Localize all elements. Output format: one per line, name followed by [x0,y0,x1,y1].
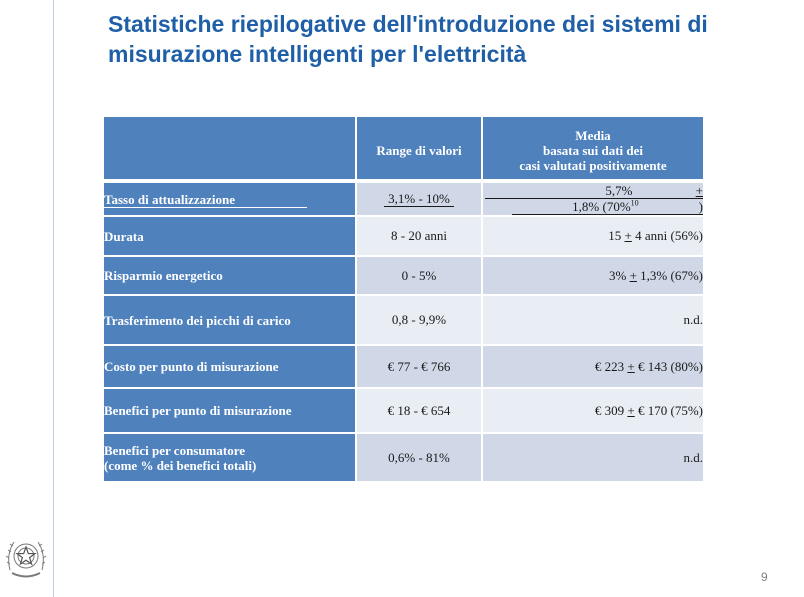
row-range: 0 - 5% [357,257,483,296]
table-row: Tasso di attualizzazione 3,1% - 10% 5,7%… [104,183,703,217]
header-range: Range di valori [357,117,483,179]
slide-title-line-2: misurazione intelligenti per l'elettrici… [108,41,527,67]
row-label: Tasso di attualizzazione [104,183,357,217]
row-label: Benefici per punto di misurazione [104,389,357,434]
row-label: Trasferimento dei picchi di carico [104,296,357,346]
table-row: Trasferimento dei picchi di carico 0,8 -… [104,296,703,346]
row-range: € 18 - € 654 [357,389,483,434]
header-mean-line-2: basata sui dati dei [542,142,644,158]
row-mean: 15 + 4 anni (56%) [483,217,703,257]
italian-republic-emblem-icon [4,530,48,586]
row-mean: € 309 + € 170 (75%) [483,389,703,434]
table-row: Benefici per punto di misurazione € 18 -… [104,389,703,434]
header-mean: Media basata sui dati dei casi valutati … [483,117,703,179]
slide-title: Statistiche riepilogative dell'introduzi… [108,9,788,69]
row-mean: n.d. [483,296,703,346]
row-range: 3,1% - 10% [357,183,483,217]
footnote-ref: 10 [630,198,639,208]
row-range: 8 - 20 anni [357,217,483,257]
header-separator [104,179,703,183]
header-empty-cell [104,117,357,179]
header-mean-line-1: Media [575,127,611,143]
row-mean: n.d. [483,434,703,483]
row-label: Costo per punto di misurazione [104,346,357,389]
table-row: Benefici per consumatore (come % dei ben… [104,434,703,483]
header-mean-line-3: casi valutati positivamente [519,157,667,173]
row-mean: 3% + 1,3% (67%) [483,257,703,296]
page-number: 9 [761,570,768,584]
table-row: Risparmio energetico 0 - 5% 3% + 1,3% (6… [104,257,703,296]
header-range-label: Range di valori [376,142,462,158]
slide-title-line-1: Statistiche riepilogative dell'introduzi… [108,11,708,37]
table-row: Durata 8 - 20 anni 15 + 4 anni (56%) [104,217,703,257]
row-mean: 5,7% + 1,8% (70%10) [483,183,703,217]
table-row: Costo per punto di misurazione € 77 - € … [104,346,703,389]
slide-margin-rule [53,0,54,597]
row-label: Risparmio energetico [104,257,357,296]
row-range: € 77 - € 766 [357,346,483,389]
row-range: 0,8 - 9,9% [357,296,483,346]
row-label: Durata [104,217,357,257]
row-label: Benefici per consumatore (come % dei ben… [104,434,357,483]
row-range: 0,6% - 81% [357,434,483,483]
row-mean: € 223 + € 143 (80%) [483,346,703,389]
statistics-table: Range di valori Media basata sui dati de… [104,117,703,483]
